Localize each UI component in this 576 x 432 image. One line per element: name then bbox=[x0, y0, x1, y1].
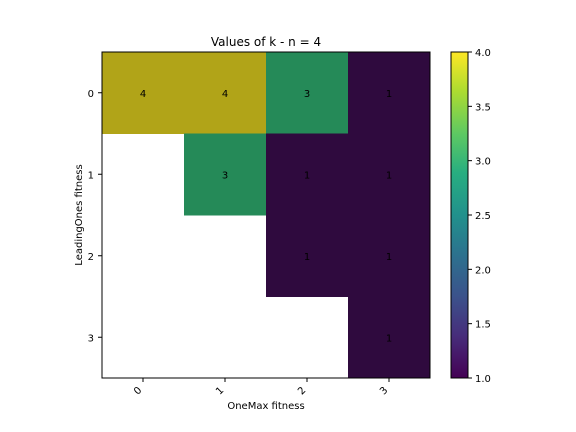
x-axis-label: OneMax fitness bbox=[227, 401, 304, 412]
y-tick-label: 3 bbox=[88, 333, 94, 344]
colorbar-ticks: 1.0 1.5 2.0 2.5 3.0 3.5 4.0 bbox=[468, 48, 491, 385]
colorbar bbox=[450, 51, 469, 379]
cell-value-label: 1 bbox=[304, 170, 310, 181]
colorbar-tick-label: 3.5 bbox=[475, 102, 491, 113]
y-tick-label: 0 bbox=[88, 89, 94, 100]
y-axis-ticks: 0 1 2 3 bbox=[88, 89, 102, 344]
y-axis-label: LeadingOnes fitness bbox=[74, 164, 85, 265]
cell-value-label: 1 bbox=[304, 252, 310, 263]
heatmap-cell bbox=[184, 52, 267, 134]
heatmap-cell bbox=[348, 296, 431, 379]
x-axis-ticks: 0 1 2 3 bbox=[132, 378, 390, 397]
cell-value-label: 1 bbox=[386, 252, 392, 263]
heatmap-cell bbox=[266, 215, 349, 297]
cell-value-label: 4 bbox=[140, 89, 146, 100]
y-tick-label: 1 bbox=[88, 170, 94, 181]
cell-labels: 4 4 3 1 3 1 1 1 1 1 bbox=[140, 89, 392, 345]
cell-value-label: 1 bbox=[386, 89, 392, 100]
cell-value-label: 3 bbox=[304, 89, 310, 100]
heatmap-cells bbox=[102, 52, 431, 379]
heatmap-cell bbox=[348, 52, 431, 134]
cell-value-label: 4 bbox=[222, 89, 228, 100]
y-tick-label: 2 bbox=[88, 252, 94, 263]
x-tick-label: 0 bbox=[132, 385, 144, 397]
heatmap-cell bbox=[266, 52, 349, 134]
x-tick-label: 2 bbox=[296, 385, 308, 397]
heatmap-cell bbox=[102, 52, 185, 134]
colorbar-tick-label: 3.0 bbox=[475, 157, 491, 168]
colorbar-tick-label: 1.5 bbox=[475, 320, 491, 331]
heatmap-cell bbox=[348, 215, 431, 297]
heatmap-cell bbox=[348, 133, 431, 216]
colorbar-tick-label: 2.5 bbox=[475, 211, 491, 222]
chart-title: Values of k - n = 4 bbox=[211, 35, 321, 49]
colorbar-tick-label: 4.0 bbox=[475, 48, 491, 59]
heatmap-cell bbox=[184, 133, 267, 216]
colorbar-tick-label: 1.0 bbox=[475, 374, 491, 385]
cell-value-label: 1 bbox=[386, 333, 392, 344]
colorbar-tick-label: 2.0 bbox=[475, 265, 491, 276]
plot-frame bbox=[101, 51, 431, 379]
x-tick-label: 1 bbox=[214, 385, 226, 397]
cell-value-label: 3 bbox=[222, 170, 228, 181]
heatmap-cell bbox=[266, 133, 349, 216]
x-tick-label: 3 bbox=[378, 385, 390, 397]
cell-value-label: 1 bbox=[386, 170, 392, 181]
